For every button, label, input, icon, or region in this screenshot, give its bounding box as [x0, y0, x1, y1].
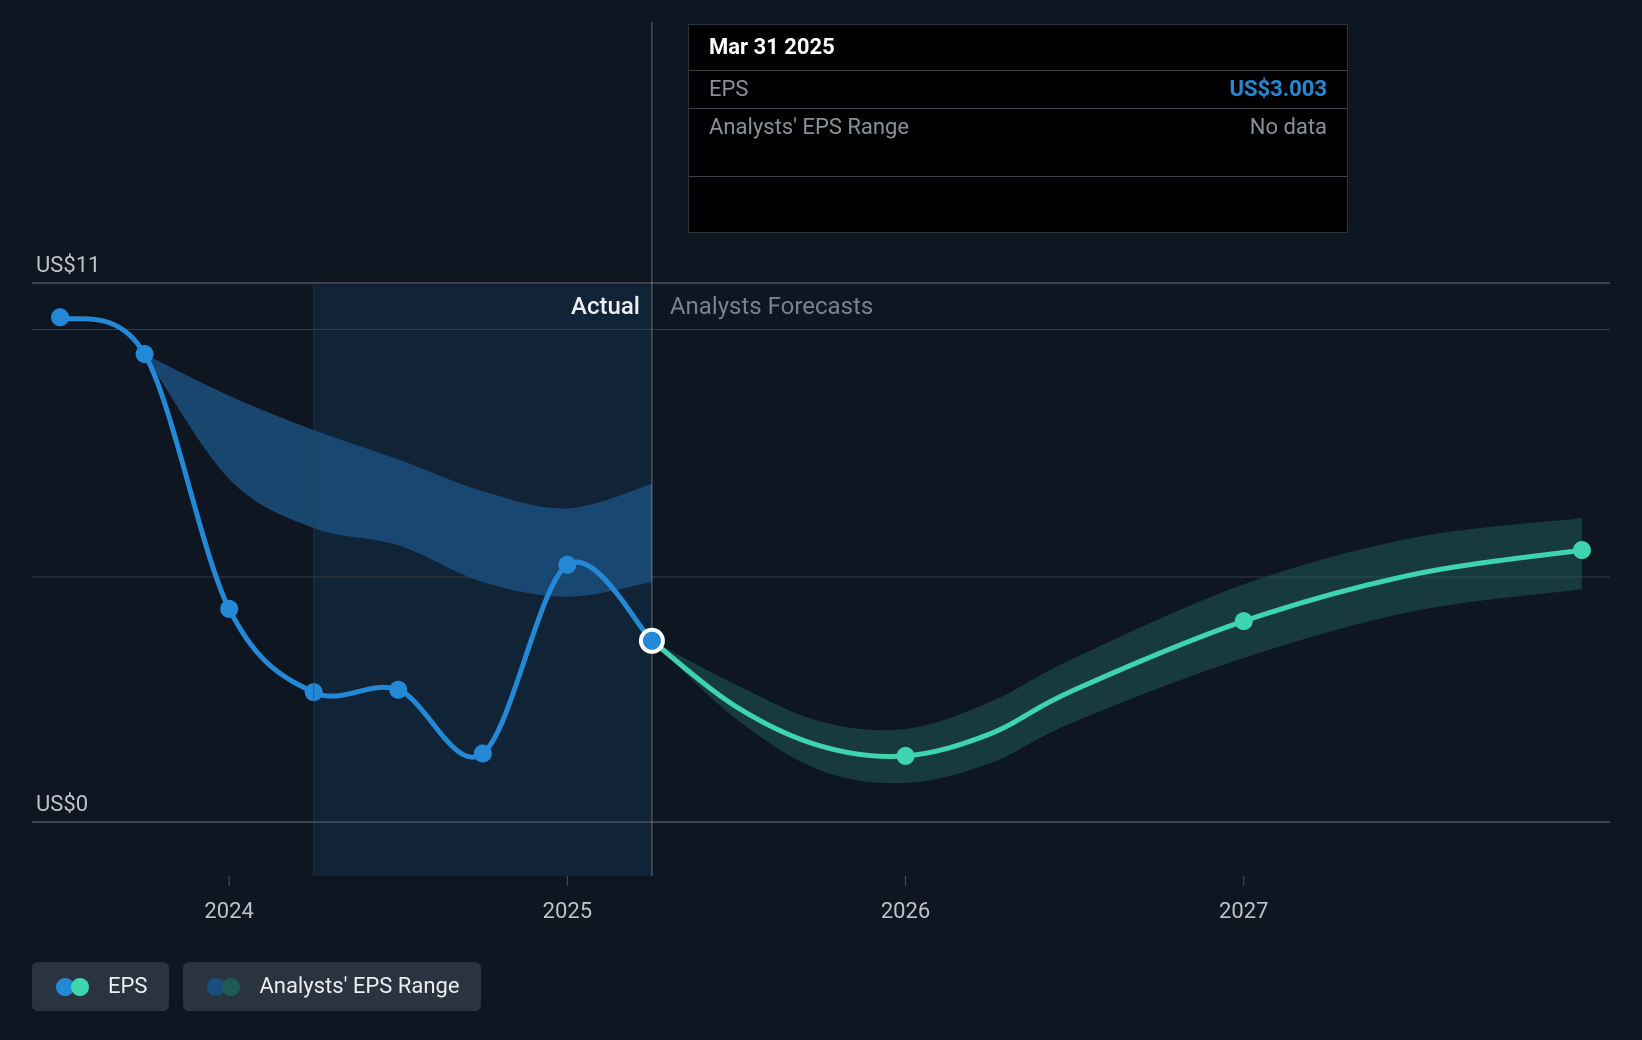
tooltip-row-label: EPS: [709, 77, 748, 102]
x-tick-label: 2027: [1219, 899, 1268, 924]
legend-swatch-icon: [205, 977, 245, 997]
legend-item-label: EPS: [108, 974, 147, 999]
x-tick-label: 2026: [881, 899, 930, 924]
tooltip-row: EPS US$3.003: [689, 71, 1347, 109]
legend-item-eps[interactable]: EPS: [32, 962, 169, 1011]
tooltip-row-label: Analysts' EPS Range: [709, 115, 909, 140]
chart-tooltip: Mar 31 2025 EPS US$3.003 Analysts' EPS Ran…: [688, 24, 1348, 233]
forecast-eps-marker[interactable]: [1573, 541, 1591, 559]
x-tick-label: 2024: [204, 899, 253, 924]
tooltip-row: Analysts' EPS Range No data: [689, 109, 1347, 146]
actual-eps-marker[interactable]: [558, 556, 576, 574]
actual-label: Actual: [571, 292, 640, 320]
cursor-marker[interactable]: [641, 630, 663, 652]
forecast-eps-marker[interactable]: [1235, 612, 1253, 630]
actual-eps-marker[interactable]: [389, 681, 407, 699]
legend-item-label: Analysts' EPS Range: [259, 974, 459, 999]
y-tick-label: US$0: [36, 792, 88, 817]
forecast-eps-marker[interactable]: [897, 747, 915, 765]
tooltip-title: Mar 31 2025: [689, 25, 1347, 71]
forecast-label: Analysts Forecasts: [670, 292, 873, 320]
chart-legend: EPS Analysts' EPS Range: [32, 962, 481, 1011]
actual-eps-marker[interactable]: [220, 600, 238, 618]
legend-swatch-icon: [54, 977, 94, 997]
actual-eps-marker[interactable]: [136, 345, 154, 363]
actual-eps-marker[interactable]: [474, 744, 492, 762]
tooltip-row-value: No data: [1250, 115, 1327, 140]
y-tick-label: US$11: [36, 253, 100, 278]
tooltip-row-value: US$3.003: [1229, 77, 1327, 102]
legend-item-range[interactable]: Analysts' EPS Range: [183, 962, 481, 1011]
x-tick-label: 2025: [543, 899, 592, 924]
eps-chart: 2024 2025 2026 2027 Mar 31 2025 EPS US$3.003…: [0, 0, 1642, 1040]
actual-eps-marker[interactable]: [51, 308, 69, 326]
